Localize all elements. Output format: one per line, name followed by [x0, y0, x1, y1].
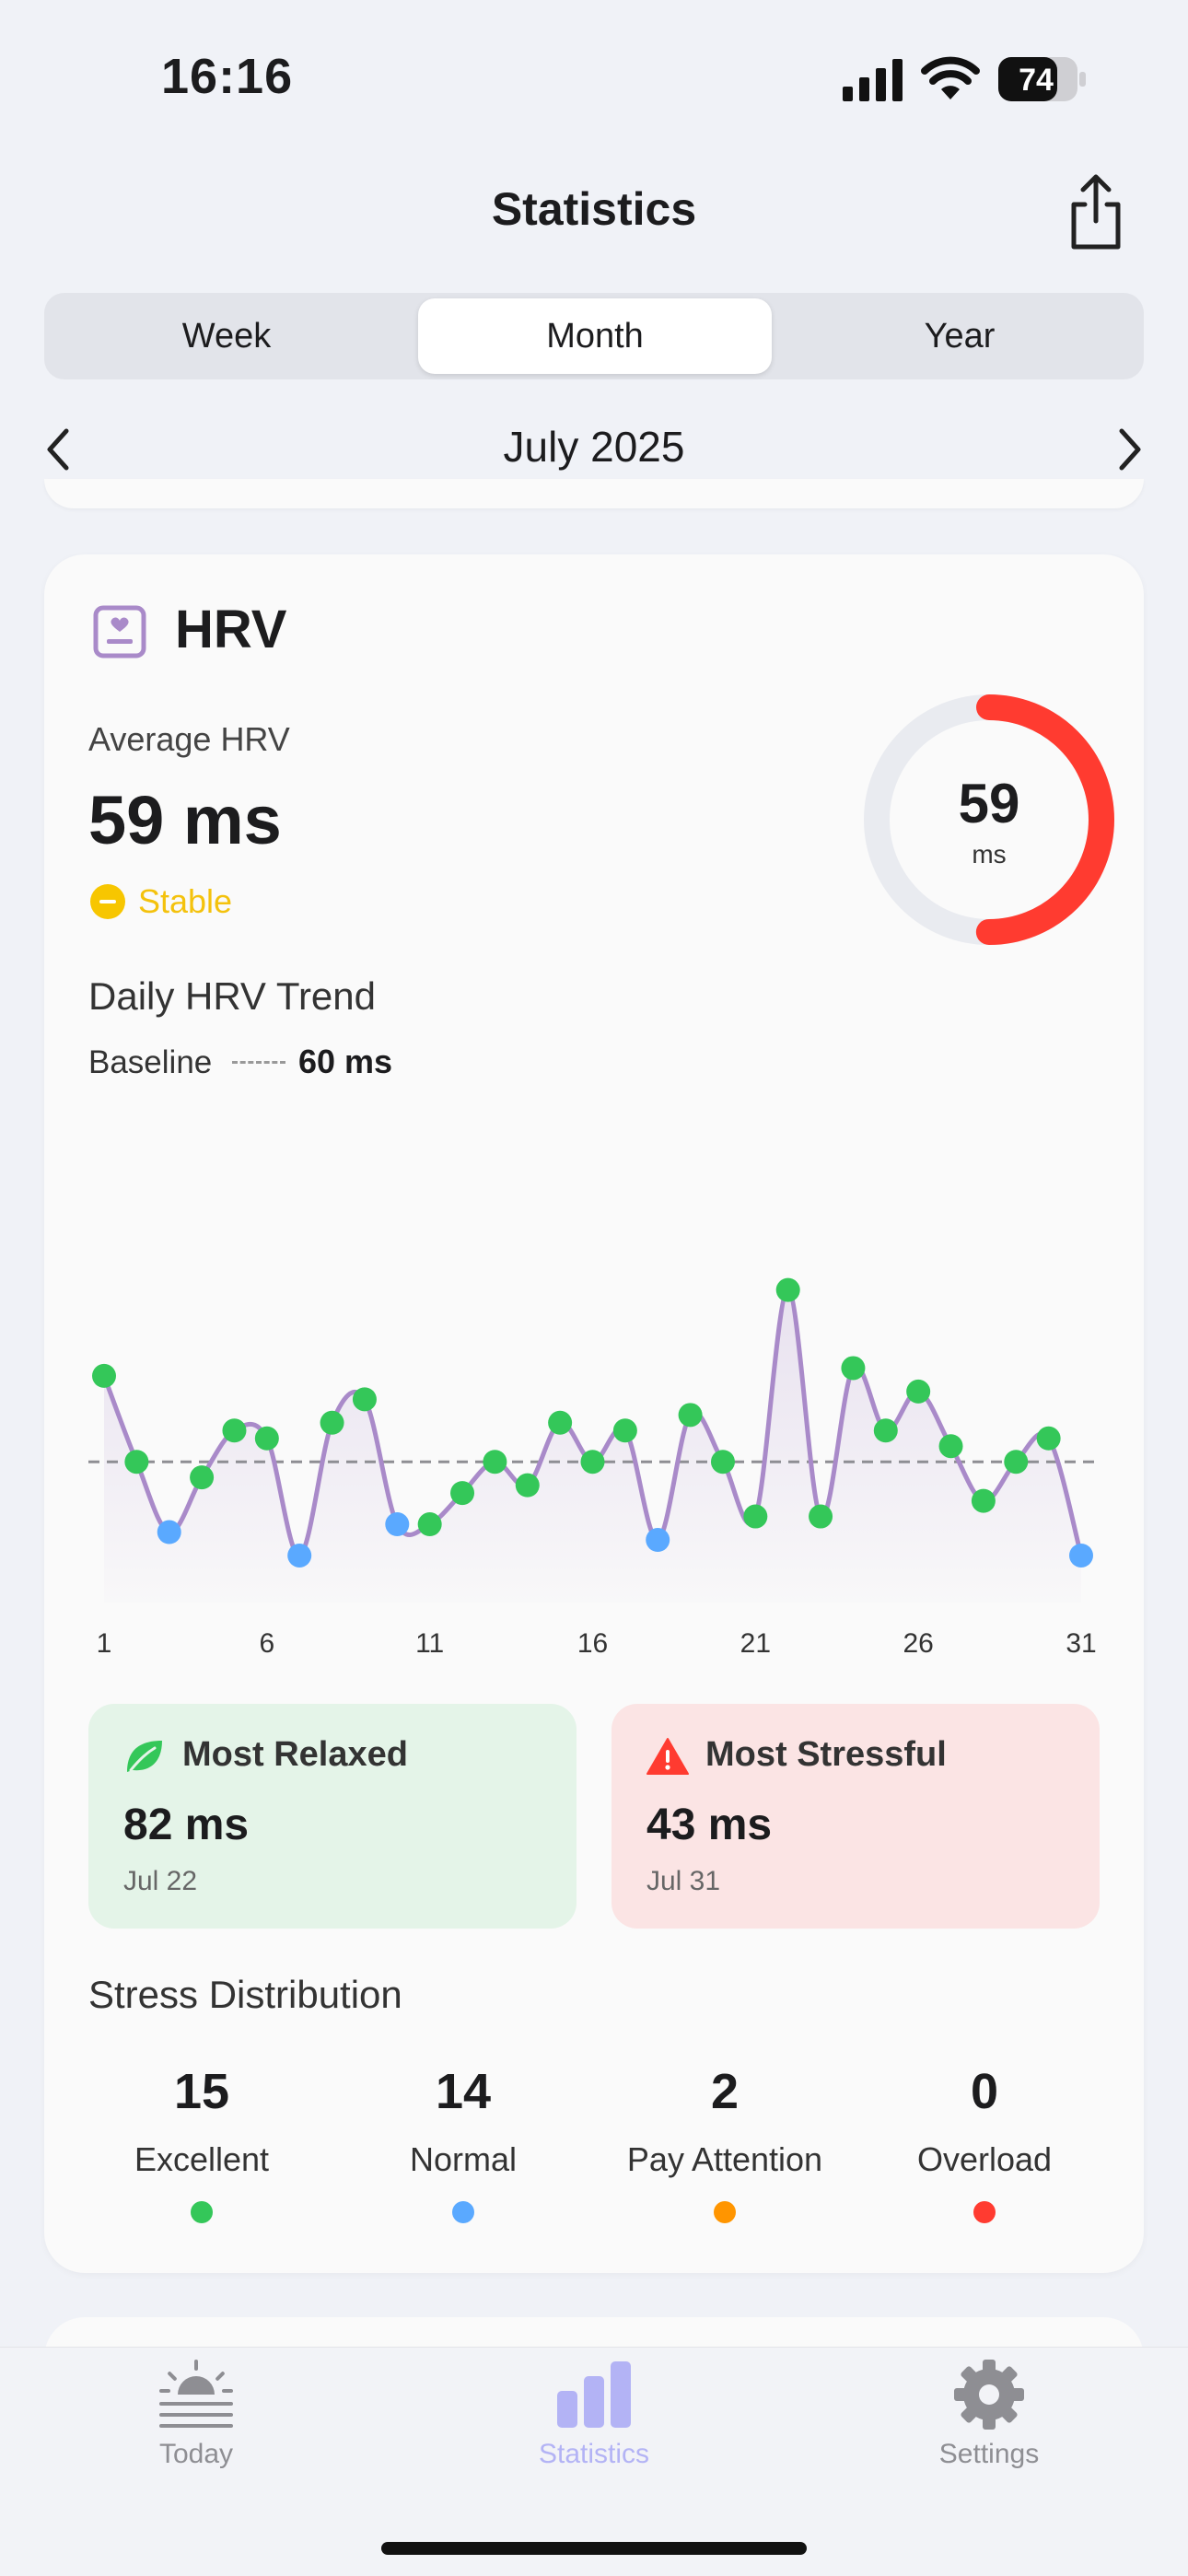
distribution-normal: 14 Normal: [334, 2063, 592, 2223]
wifi-icon: [921, 56, 980, 99]
most-stressful-title: Most Stressful: [705, 1735, 947, 1774]
most-relaxed-card[interactable]: Most Relaxed 82 ms Jul 22: [88, 1704, 577, 1929]
leaf-icon: [127, 1741, 162, 1772]
average-hrv-label: Average HRV: [88, 720, 290, 758]
distribution-count: 14: [435, 2064, 492, 2119]
tab-settings[interactable]: Settings: [851, 2358, 1127, 2470]
distribution-count: 2: [710, 2064, 740, 2119]
distribution-dot: [973, 2201, 996, 2223]
distribution-pay-attention: 2 Pay Attention: [596, 2063, 854, 2223]
gauge-value: 59: [958, 773, 1020, 834]
most-stressful-value: 43 ms: [646, 1801, 773, 1849]
gauge-unit: ms: [972, 840, 1007, 868]
distribution-excellent: 15 Excellent: [73, 2063, 331, 2223]
warning-icon: [646, 1738, 689, 1775]
distribution-label: Pay Attention: [626, 2140, 823, 2178]
distribution-label: Overload: [916, 2140, 1053, 2178]
period-segmented-control: Week Month Year: [44, 293, 1144, 379]
gear-icon: [954, 2360, 1024, 2430]
most-stressful-date: Jul 31: [646, 1866, 721, 1896]
status-time: 16:16: [161, 49, 294, 104]
segment-month[interactable]: Month: [418, 298, 772, 374]
baseline-label: Baseline: [88, 1044, 213, 1080]
hrv-card-title: HRV: [175, 600, 287, 659]
distribution-dot: [191, 2201, 213, 2223]
average-hrv-value: 59 ms: [88, 782, 282, 858]
segment-week[interactable]: Week: [181, 317, 272, 356]
chevron-right-icon[interactable]: [1101, 422, 1157, 477]
chevron-left-icon[interactable]: [31, 422, 87, 477]
most-relaxed-value: 82 ms: [123, 1801, 250, 1849]
tab-today[interactable]: Today: [58, 2358, 334, 2470]
tab-label: Settings: [938, 2439, 1040, 2469]
trend-status: Stable: [138, 882, 233, 920]
page-title: Statistics: [491, 183, 697, 235]
hrv-gauge-ring: [864, 694, 1114, 945]
stable-icon: [90, 884, 125, 919]
distribution-dot: [452, 2201, 474, 2223]
current-period-label: July 2025: [503, 423, 685, 471]
distribution-label: Excellent: [134, 2140, 270, 2178]
trend-title: Daily HRV Trend: [88, 974, 377, 1018]
bar-chart-icon: [557, 2361, 631, 2428]
tab-label: Today: [158, 2439, 234, 2469]
stress-distribution-title: Stress Distribution: [88, 1973, 402, 2016]
share-icon[interactable]: [1063, 173, 1129, 251]
sunrise-icon: [159, 2360, 233, 2428]
previous-card-edge: [44, 479, 1144, 508]
heart-document-icon: [93, 605, 146, 659]
distribution-count: 0: [970, 2064, 999, 2119]
distribution-label: Normal: [409, 2140, 517, 2178]
baseline-value: 60 ms: [298, 1043, 393, 1080]
segment-year[interactable]: Year: [924, 317, 996, 356]
most-relaxed-date: Jul 22: [123, 1866, 198, 1896]
tab-label: Statistics: [538, 2439, 650, 2469]
most-stressful-card[interactable]: Most Stressful 43 ms Jul 31: [611, 1704, 1100, 1929]
tab-statistics[interactable]: Statistics: [456, 2358, 732, 2470]
distribution-count: 15: [173, 2064, 230, 2119]
home-indicator: [381, 2542, 807, 2555]
distribution-overload: 0 Overload: [856, 2063, 1113, 2223]
baseline-legend-dash: [232, 1061, 285, 1064]
distribution-dot: [714, 2201, 736, 2223]
cellular-signal-icon: [843, 59, 903, 101]
most-relaxed-title: Most Relaxed: [182, 1735, 408, 1774]
battery-icon: 74: [998, 57, 1087, 101]
battery-level: 74: [1019, 63, 1054, 98]
